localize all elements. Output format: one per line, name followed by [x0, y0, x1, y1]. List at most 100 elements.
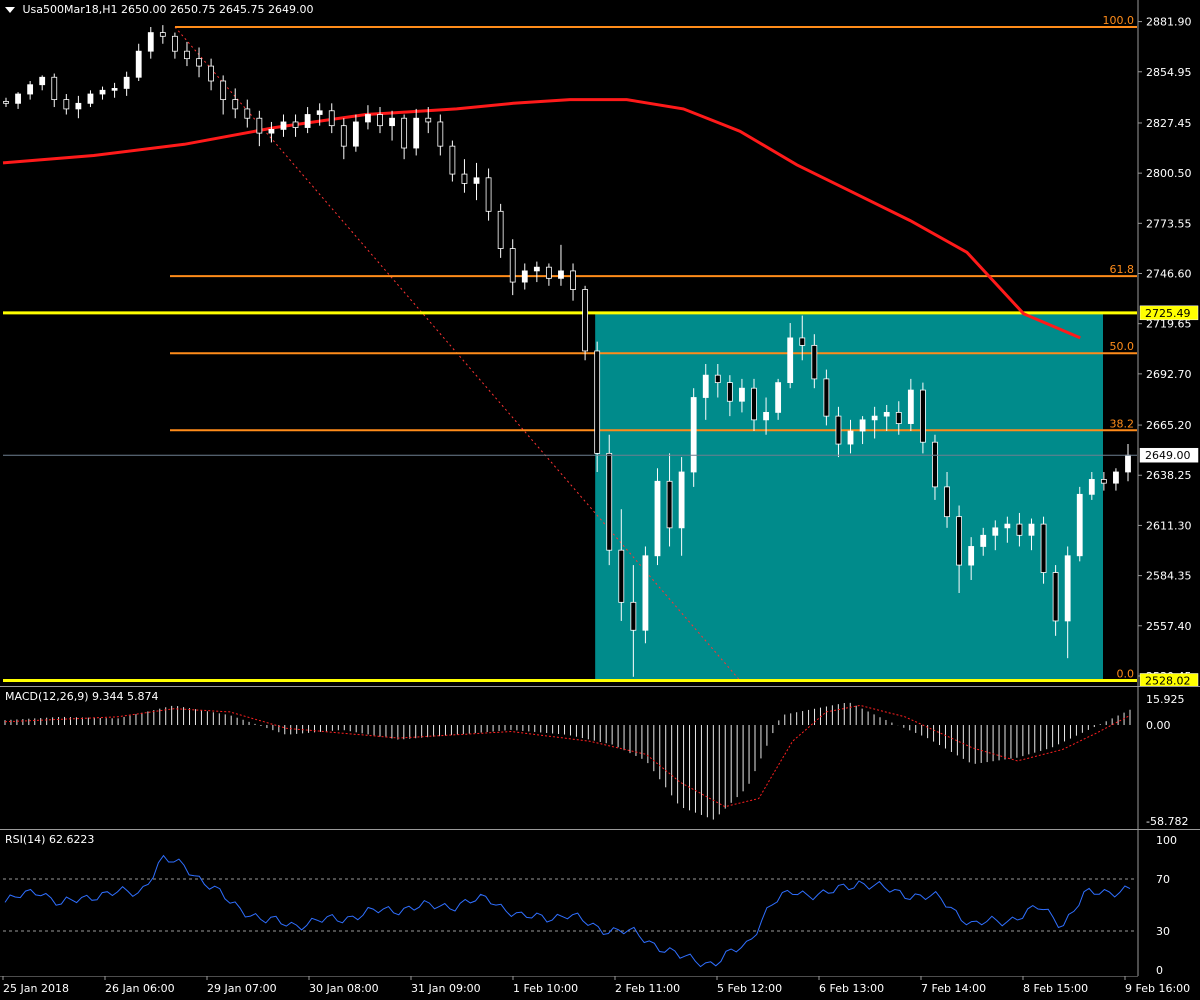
candle-body [232, 99, 239, 110]
last-price-tag-bg [1139, 447, 1199, 463]
candle [27, 80, 34, 100]
candle [509, 239, 516, 296]
candle [401, 114, 408, 160]
macd-y-tick-label: 0.00 [1146, 719, 1171, 732]
candle-body [642, 555, 649, 631]
pane-divider[interactable] [0, 829, 1200, 830]
candle [449, 140, 456, 182]
candle-body [847, 430, 854, 445]
candle [558, 244, 564, 286]
candle [980, 527, 987, 556]
candle [159, 25, 166, 44]
candle [437, 114, 444, 156]
y-tick-label: 2854.95 [1146, 66, 1192, 79]
candle [714, 363, 721, 398]
candle [787, 323, 794, 389]
fibonacci-label: 0.0 [1117, 668, 1135, 681]
macd-pane[interactable]: 15.925 0.00 -58.782 MACD(12,26,9) 9.344 5.… [0, 687, 1200, 829]
macd-svg[interactable]: 15.925 0.00 -58.782 [0, 687, 1200, 829]
candle-body [558, 270, 564, 279]
pane-divider[interactable] [0, 686, 1200, 687]
candle-body [582, 289, 588, 352]
x-tick-label: 1 Feb 10:00 [513, 982, 578, 995]
candle-body [678, 471, 685, 529]
last-price-tag: 2649.00 [1145, 449, 1191, 462]
chart-header: Usa500Mar18,H1 2650.00 2650.75 2645.75 2… [5, 3, 314, 16]
y-tick-label: 2611.30 [1146, 519, 1192, 532]
candle [1125, 444, 1131, 482]
candle-body [1113, 471, 1119, 484]
rsi-svg[interactable]: 100 70 30 0 [0, 830, 1200, 976]
candle [642, 546, 649, 644]
y-tick-label: 2746.60 [1146, 268, 1192, 281]
x-tick-label: 30 Jan 08:00 [309, 982, 379, 995]
x-tick-label: 7 Feb 14:00 [921, 982, 986, 995]
x-tick-label: 6 Feb 13:00 [819, 982, 884, 995]
candle-body [546, 266, 552, 279]
candle-body [690, 397, 697, 473]
candle [172, 32, 178, 59]
candle [461, 159, 468, 193]
candle-body [377, 114, 383, 127]
candle [570, 263, 576, 301]
candle [51, 73, 58, 108]
candle [968, 537, 975, 580]
candle-body [328, 110, 335, 127]
candle-body [763, 412, 769, 421]
rsi-pane[interactable]: 100 70 30 0 RSI(14) 62.6223 [0, 830, 1200, 976]
candle [292, 114, 299, 137]
candle [328, 103, 335, 134]
rsi-y-tick-label: 0 [1156, 964, 1163, 976]
candle [208, 58, 214, 91]
candle-body [1100, 479, 1107, 484]
x-tick-label: 5 Feb 12:00 [717, 982, 782, 995]
candle-body [280, 121, 287, 130]
candle-body [968, 546, 975, 566]
dropdown-triangle-icon[interactable] [5, 7, 15, 13]
candle-body [871, 415, 878, 421]
x-tick-label: 26 Jan 06:00 [105, 982, 175, 995]
candle-body [3, 101, 9, 104]
candle [280, 114, 287, 137]
candle [425, 107, 432, 134]
candle-body [268, 128, 275, 134]
candle [690, 388, 697, 487]
candle-body [823, 378, 830, 417]
candle-body [473, 177, 480, 184]
candle [920, 382, 926, 454]
candle-body [920, 389, 926, 443]
candle-body [87, 93, 94, 104]
candle [413, 108, 420, 156]
rsi-y-tick-label: 100 [1156, 834, 1177, 847]
candle-body [1125, 454, 1131, 473]
candle [799, 315, 806, 361]
level-tag: 2725.49 [1145, 307, 1191, 320]
candle [606, 434, 613, 566]
price-chart-svg[interactable]: 100.0 61.8 50.0 38.2 0.0 2881.90 2854.95 2827.4… [0, 0, 1200, 686]
ohlc-readout: 2650.00 2650.75 2645.75 2649.00 [121, 3, 314, 16]
macd-y-tick-label: 15.925 [1146, 693, 1185, 706]
candle [1113, 468, 1119, 491]
candle-body [123, 76, 130, 89]
candle [775, 378, 782, 420]
candle-body [244, 108, 251, 119]
price-chart-pane[interactable]: 100.0 61.8 50.0 38.2 0.0 2881.90 2854.95 2827.4… [0, 0, 1200, 686]
candle-body [401, 117, 408, 149]
candle-body [956, 516, 962, 566]
macd-title: MACD(12,26,9) 9.344 5.874 [5, 690, 159, 703]
x-tick-label: 31 Jan 09:00 [411, 982, 481, 995]
candle [751, 378, 757, 432]
candle [377, 107, 383, 134]
fibonacci-label: 50.0 [1110, 340, 1135, 353]
candle-body [666, 480, 673, 529]
candle [111, 82, 118, 98]
y-tick-label: 2827.45 [1146, 117, 1192, 130]
candle [630, 565, 637, 677]
rsi-y-tick-label: 70 [1156, 873, 1170, 886]
candle-body [220, 80, 227, 101]
candle [1100, 471, 1107, 491]
candle [1040, 516, 1047, 584]
moving-average-line [2, 98, 1081, 340]
candle [618, 509, 625, 621]
candle [304, 107, 311, 134]
